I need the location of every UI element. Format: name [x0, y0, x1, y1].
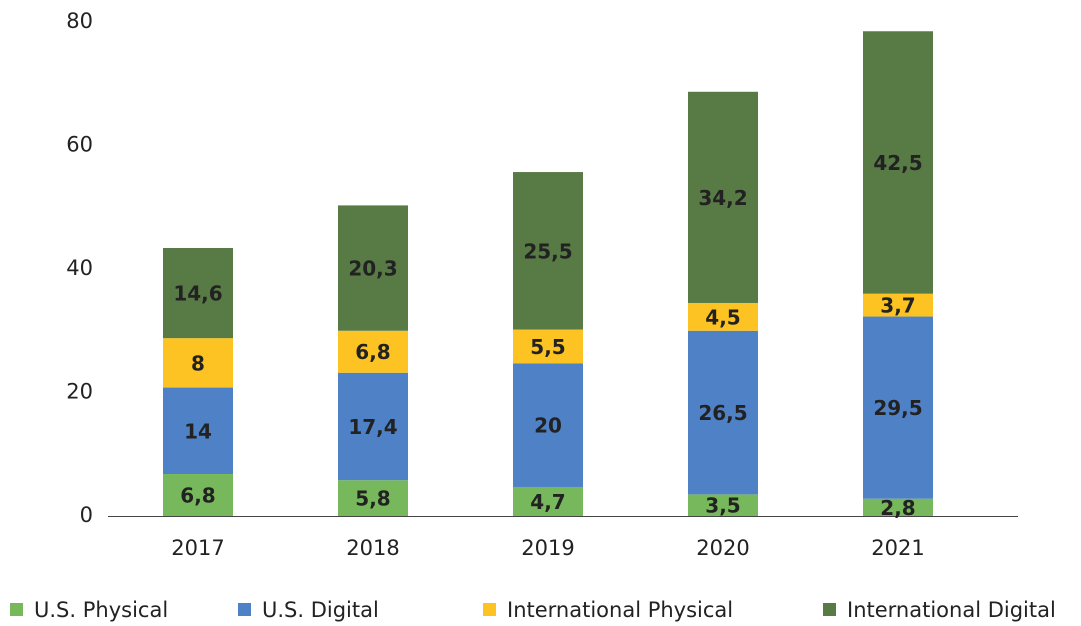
bar-segment — [513, 486, 583, 516]
data-label: 8 — [191, 351, 205, 375]
x-tick-label: 2019 — [521, 536, 574, 560]
y-tick-label: 80 — [66, 9, 93, 33]
legend-swatch — [238, 603, 251, 616]
y-tick-label: 20 — [66, 380, 93, 404]
bar-segment — [513, 363, 583, 487]
x-tick-label: 2017 — [171, 536, 224, 560]
bar-segment — [163, 474, 233, 516]
data-label: 25,5 — [523, 239, 572, 263]
data-label: 14,6 — [173, 282, 222, 306]
data-label: 29,5 — [873, 396, 922, 420]
data-label: 2,8 — [880, 496, 915, 520]
data-label: 5,8 — [355, 487, 390, 511]
data-label: 4,5 — [705, 305, 740, 329]
legend-swatch — [10, 603, 23, 616]
x-tick-label: 2021 — [871, 536, 924, 560]
bar-segment — [688, 494, 758, 516]
bar-segment — [688, 302, 758, 331]
bar-segment — [338, 372, 408, 481]
y-tick-label: 60 — [66, 133, 93, 157]
bar-segment — [513, 329, 583, 364]
data-label: 14 — [184, 419, 212, 443]
data-label: 26,5 — [698, 401, 747, 425]
y-tick-label: 0 — [80, 503, 93, 527]
data-label: 20,3 — [348, 257, 397, 281]
bar-segment — [863, 31, 933, 294]
data-label: 6,8 — [355, 340, 390, 364]
legend-swatch — [823, 603, 836, 616]
data-label: 20 — [534, 414, 562, 438]
bar-segment — [863, 316, 933, 499]
legend-swatch — [483, 603, 496, 616]
data-label: 3,7 — [880, 294, 915, 318]
bar-segment — [688, 91, 758, 303]
y-tick-label: 40 — [66, 256, 93, 280]
data-label: 5,5 — [530, 335, 565, 359]
data-label: 6,8 — [180, 484, 215, 508]
data-label: 3,5 — [705, 494, 740, 518]
bar-segment — [163, 338, 233, 388]
data-label: 4,7 — [530, 490, 565, 514]
x-tick-label: 2018 — [346, 536, 399, 560]
data-label: 34,2 — [698, 186, 747, 210]
bar-segment — [863, 293, 933, 317]
bar-segment — [513, 172, 583, 330]
legend-label: International Physical — [507, 598, 733, 622]
bar-segment — [338, 330, 408, 373]
data-label: 42,5 — [873, 151, 922, 175]
bar-segment — [688, 330, 758, 495]
legend-label: U.S. Physical — [34, 598, 168, 622]
bar-segment — [163, 248, 233, 339]
bar-segment — [338, 480, 408, 516]
x-tick-label: 2020 — [696, 536, 749, 560]
bar-segment — [338, 205, 408, 331]
bar-segment — [163, 387, 233, 475]
data-label: 17,4 — [348, 415, 397, 439]
legend-label: U.S. Digital — [262, 598, 379, 622]
bar-segment — [863, 498, 933, 516]
legend-label: International Digital — [847, 598, 1056, 622]
